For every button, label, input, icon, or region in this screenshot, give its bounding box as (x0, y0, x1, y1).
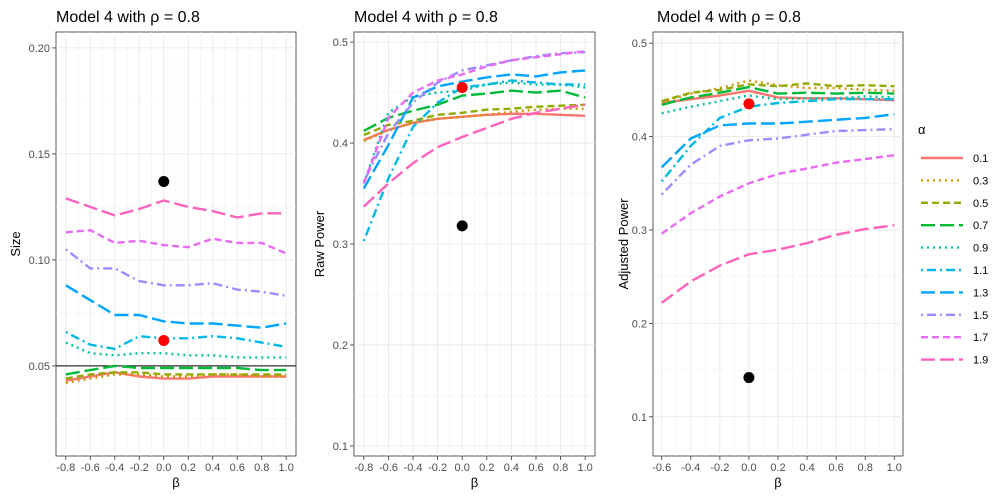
x-tick-label: 0.4 (799, 462, 814, 474)
series-line-alpha-1-3 (660, 113, 895, 169)
red-point (456, 82, 468, 94)
x-tick-label: 1.0 (887, 462, 902, 474)
y-axis-label: Raw Power (312, 210, 327, 277)
series-line-alpha-1-7 (362, 50, 586, 184)
x-tick-label: -0.2 (130, 462, 149, 474)
x-tick-label: 0.4 (504, 462, 519, 474)
x-tick-label: 0.2 (181, 462, 196, 474)
panel-title: Model 4 with ρ = 0.8 (657, 9, 801, 26)
legend-label: 0.9 (973, 243, 988, 255)
x-tick-label: -0.8 (56, 462, 75, 474)
x-tick-label: 0.2 (479, 462, 494, 474)
series-line-alpha-1-1 (362, 79, 586, 242)
y-tick-label: 0.4 (632, 132, 647, 144)
panel-size: -0.8 -0.6 -0.4 -0.2 0.0 0.2 0.4 0.6 0.8 1.0 0.05 0.… (8, 9, 297, 490)
x-tick-label: 0.8 (858, 462, 873, 474)
x-tick-label: -0.6 (652, 462, 671, 474)
series-line-alpha-0-3 (363, 107, 586, 143)
legend-label: 1.7 (973, 332, 988, 344)
x-axis-label: β (471, 475, 478, 490)
legend-title: α (918, 122, 926, 137)
legend-label: 1.3 (973, 287, 988, 299)
series-line-alpha-1-7 (65, 228, 287, 255)
x-tick-label: -0.4 (404, 462, 423, 474)
x-tick-label: 1.0 (578, 462, 593, 474)
x-tick-label: 0.6 (528, 462, 543, 474)
x-tick-label: 0.2 (770, 462, 785, 474)
x-axis-label: β (172, 475, 179, 490)
y-tick-label: 0.2 (333, 340, 348, 352)
legend: α 0.1 0.3 0.5 0.7 0.9 1.1 1.3 1.5 1.7 1.9 (918, 122, 988, 367)
x-tick-label: -0.6 (379, 462, 398, 474)
y-tick-label: 0.1 (333, 441, 348, 453)
y-tick-label: 0.15 (29, 149, 50, 161)
black-point (158, 175, 170, 187)
series-line-alpha-0-7 (363, 89, 586, 132)
y-tick-label: 0.05 (29, 361, 50, 373)
x-tick-label: 0.8 (254, 462, 269, 474)
series-line-alpha-0-7 (65, 364, 287, 376)
legend-label: 1.9 (973, 355, 988, 367)
y-tick-label: 0.5 (632, 38, 647, 50)
series-line-alpha-1-5 (65, 248, 287, 298)
series-line-alpha-1-7 (661, 154, 895, 235)
series-line-alpha-0-5 (363, 103, 586, 137)
legend-label: 0.5 (973, 198, 988, 210)
x-tick-label: -0.2 (428, 462, 447, 474)
y-tick-label: 0.3 (632, 225, 647, 237)
series-line-alpha-0-3 (65, 373, 287, 385)
legend-label: 0.7 (973, 220, 988, 232)
black-point (743, 372, 755, 384)
series-line-alpha-1-9 (362, 103, 586, 208)
legend-label: 0.3 (973, 175, 988, 187)
red-point (743, 98, 755, 110)
x-tick-label: -0.6 (81, 462, 100, 474)
y-tick-label: 0.20 (29, 43, 50, 55)
x-tick-label: 0.6 (828, 462, 843, 474)
series-line-alpha-1-9 (660, 224, 895, 304)
x-tick-label: -0.8 (354, 462, 373, 474)
x-tick-label: -0.4 (681, 462, 700, 474)
x-tick-label: 0.8 (553, 462, 568, 474)
series-line-alpha-0-9 (65, 341, 287, 359)
legend-label: 0.1 (973, 153, 988, 165)
series-line-alpha-1-1 (660, 97, 895, 183)
x-tick-label: -0.4 (105, 462, 124, 474)
y-tick-label: 0.3 (333, 239, 348, 251)
black-point (456, 220, 468, 232)
series-line-alpha-1-1 (65, 330, 287, 351)
panel-raw-power: -0.8 -0.6 -0.4 -0.2 0.0 0.2 0.4 0.6 0.8 1.0 0.1 0.2… (312, 9, 596, 490)
x-tick-label: 0.0 (741, 462, 756, 474)
x-tick-label: 0.6 (230, 462, 245, 474)
y-tick-label: 0.2 (632, 318, 647, 330)
x-tick-label: -0.2 (710, 462, 729, 474)
legend-label: 1.1 (973, 265, 988, 277)
y-axis-label: Size (8, 231, 23, 256)
x-tick-label: 0.0 (156, 462, 171, 474)
panel-title: Model 4 with ρ = 0.8 (354, 9, 498, 26)
series-line-alpha-0-7 (661, 85, 895, 106)
y-tick-label: 0.1 (632, 412, 647, 424)
series-line-alpha-0-5 (65, 371, 287, 380)
y-tick-label: 0.4 (333, 138, 348, 150)
panel-title: Model 4 with ρ = 0.8 (56, 9, 200, 26)
series-line-alpha-1-3 (65, 284, 287, 329)
y-tick-label: 0.5 (333, 37, 348, 49)
panel-adjusted-power: -0.6 -0.4 -0.2 0.0 0.2 0.4 0.6 0.8 1.0 0.1 0.2 0.3 0… (616, 9, 904, 490)
x-axis-label: β (774, 475, 781, 490)
y-axis-label: Adjusted Power (616, 198, 631, 290)
legend-label: 1.5 (973, 310, 988, 322)
x-tick-label: 1.0 (279, 462, 294, 474)
series-line-alpha-1-9 (65, 197, 287, 219)
x-tick-label: 0.4 (205, 462, 220, 474)
series-line-alpha-0-1 (661, 89, 895, 105)
red-point (158, 334, 170, 346)
y-tick-label: 0.10 (29, 255, 50, 267)
x-tick-label: 0.0 (455, 462, 470, 474)
series-line-alpha-1-3 (362, 69, 586, 190)
